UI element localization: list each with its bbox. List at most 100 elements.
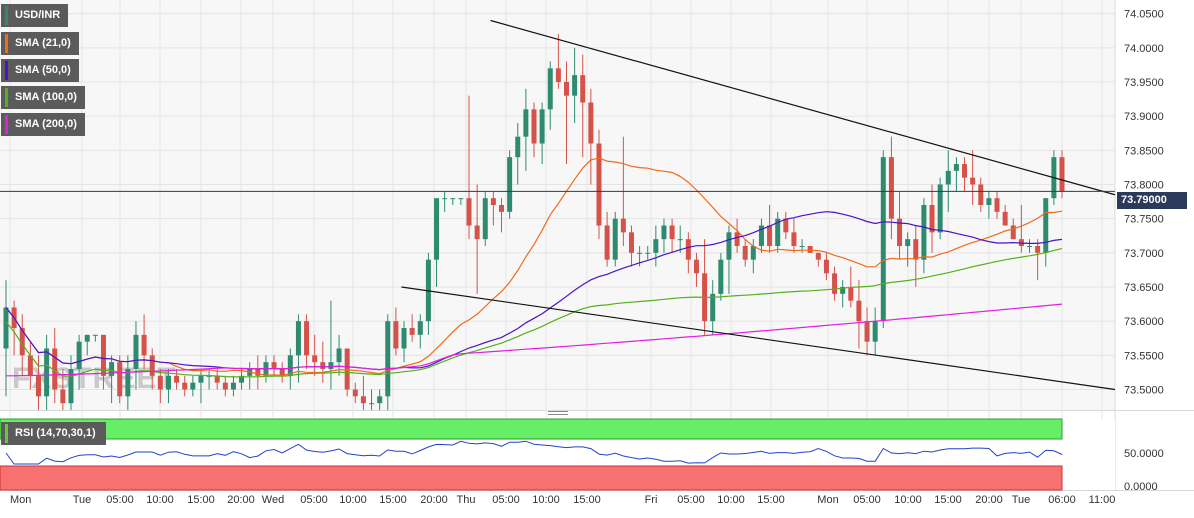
- candle-body: [206, 375, 212, 377]
- candle-body: [442, 198, 448, 200]
- legend-sma-21[interactable]: SMA (21,0): [1, 32, 79, 55]
- candle-body: [710, 293, 716, 322]
- candle-body: [523, 109, 529, 137]
- candle-body: [953, 164, 959, 171]
- candle-body: [450, 198, 456, 200]
- rsi-legend[interactable]: RSI (14,70,30,1): [1, 422, 106, 445]
- legend-symbol[interactable]: USD/INR: [1, 4, 69, 27]
- candle-body: [823, 259, 829, 274]
- time-tick-label: 20:00: [420, 494, 448, 506]
- candle-body: [360, 396, 366, 404]
- symbol-swatch: [5, 6, 8, 25]
- candle-body: [499, 205, 505, 212]
- candle-body: [799, 246, 805, 247]
- candle-body: [580, 75, 586, 103]
- candle-body: [490, 198, 496, 205]
- candle-body: [767, 225, 773, 246]
- candle-body: [239, 375, 245, 383]
- time-tick-label: Mon: [10, 494, 31, 506]
- candle-body: [35, 375, 41, 397]
- candle-body: [304, 321, 310, 356]
- candle-body: [677, 239, 683, 241]
- candle-body: [222, 382, 228, 390]
- pane-resize-handle: [548, 411, 568, 412]
- sma-21-swatch: [5, 34, 8, 53]
- candle-body: [880, 157, 886, 322]
- price-tick-label: 73.6000: [1124, 316, 1164, 328]
- candle-body: [718, 259, 724, 294]
- candle-body: [507, 157, 513, 212]
- candle-body: [84, 334, 90, 342]
- rsi-overbought-zone: [0, 418, 1063, 440]
- candle-body: [466, 198, 472, 226]
- time-tick-label: 05:00: [106, 494, 134, 506]
- candle-body: [653, 239, 659, 253]
- candle-body: [68, 369, 74, 404]
- candle-body: [864, 321, 870, 342]
- candle-body: [100, 334, 106, 376]
- candle-body: [377, 396, 383, 404]
- price-tick-label: 73.8500: [1124, 145, 1164, 157]
- pane-resize-handle: [548, 414, 568, 415]
- candle-body: [888, 157, 894, 219]
- candle-body: [344, 348, 350, 390]
- price-tick-label: 73.5000: [1124, 385, 1164, 397]
- legend-sma-100[interactable]: SMA (100,0): [1, 86, 85, 109]
- candle-body: [1027, 246, 1033, 247]
- rsi-label-text: RSI (14,70,30,1): [15, 427, 96, 439]
- candle-body: [174, 375, 180, 383]
- candle-body: [994, 198, 1000, 212]
- price-tick-label: 73.7500: [1124, 214, 1164, 226]
- candle-body: [588, 102, 594, 144]
- price-tick-label: 74.0000: [1124, 43, 1164, 55]
- candle-body: [596, 143, 602, 226]
- candle-body: [328, 362, 334, 369]
- candle-body: [856, 300, 862, 322]
- candle-body: [563, 82, 569, 96]
- candle-body: [921, 205, 927, 260]
- candle-body: [661, 225, 667, 240]
- price-tick-label: 73.9500: [1124, 77, 1164, 89]
- candle-body: [458, 198, 464, 200]
- candle-body: [807, 246, 813, 253]
- candle-body: [620, 218, 626, 233]
- candle-body: [109, 362, 115, 376]
- candle-body: [271, 362, 277, 369]
- price-tick-label: 73.8000: [1124, 180, 1164, 192]
- rsi-tick-label: 0.0000: [1124, 481, 1158, 493]
- sma-100-label: SMA (100,0): [15, 91, 77, 103]
- time-tick-label: 20:00: [227, 494, 255, 506]
- candle-body: [986, 198, 992, 205]
- sma-200-line: [6, 303, 1063, 377]
- candle-body: [734, 232, 740, 246]
- time-tick-label: Fri: [645, 494, 658, 506]
- candle-body: [434, 198, 440, 260]
- candle-body: [669, 225, 675, 240]
- price-tick-label: 73.6500: [1124, 282, 1164, 294]
- candle-body: [637, 252, 643, 254]
- candle-body: [312, 355, 318, 363]
- time-tick-label: 10:00: [894, 494, 922, 506]
- candle-body: [572, 75, 578, 96]
- candle-body: [165, 375, 171, 390]
- time-tick-label: 05:00: [492, 494, 520, 506]
- candle-body: [214, 375, 220, 383]
- legend-sma-50[interactable]: SMA (50,0): [1, 59, 79, 82]
- candle-body: [182, 382, 188, 390]
- candle-body: [758, 225, 764, 246]
- time-tick-label: 11:00: [1089, 494, 1116, 506]
- price-tick-label: 73.7000: [1124, 248, 1164, 260]
- legend-sma-200[interactable]: SMA (200,0): [1, 113, 85, 136]
- sma-200-label: SMA (200,0): [15, 118, 77, 130]
- candle-body: [385, 321, 391, 397]
- candle-body: [937, 184, 943, 233]
- time-tick-label: Tue: [73, 494, 92, 506]
- time-tick-label: 15:00: [934, 494, 962, 506]
- candle-body: [515, 136, 521, 158]
- rsi-swatch: [5, 424, 8, 443]
- symbol-label: USD/INR: [15, 9, 61, 21]
- candle-body: [1002, 211, 1008, 226]
- candle-body: [872, 321, 878, 342]
- time-tick-label: 10:00: [717, 494, 745, 506]
